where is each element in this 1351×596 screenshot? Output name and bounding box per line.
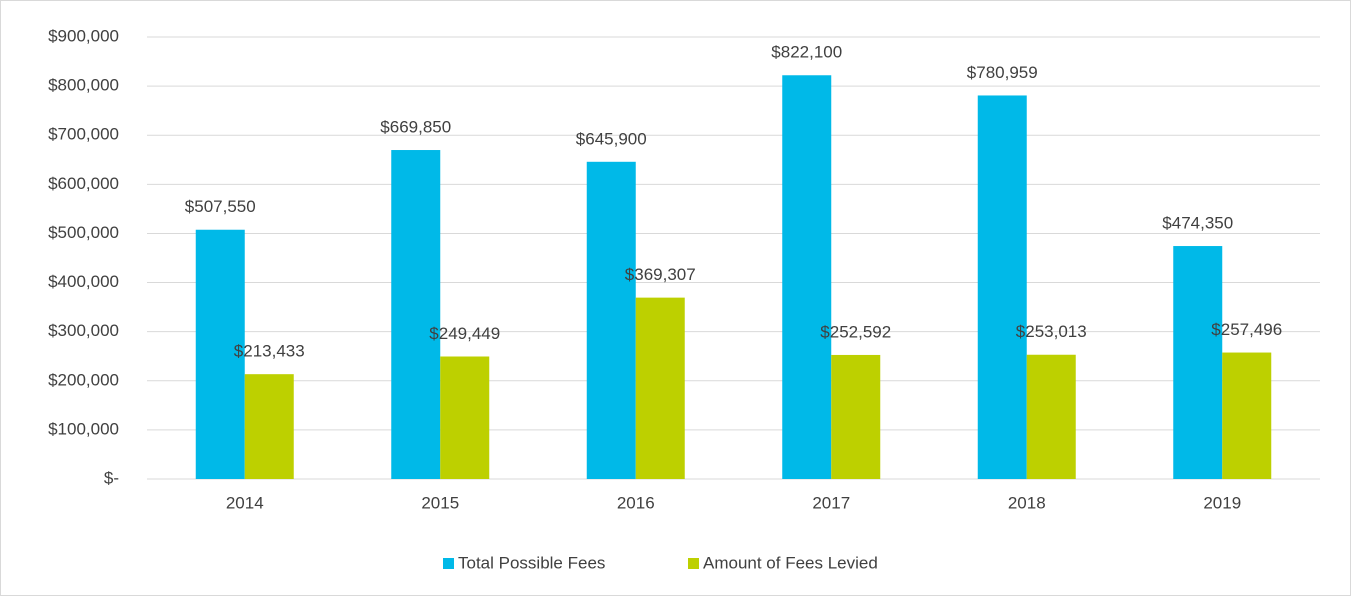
value-label: $369,307 xyxy=(625,265,696,284)
y-tick-label: $100,000 xyxy=(48,419,119,438)
value-label: $213,433 xyxy=(234,342,305,361)
x-tick-label: 2014 xyxy=(226,493,264,512)
bar xyxy=(782,75,832,479)
bar xyxy=(831,354,881,479)
legend-label: Total Possible Fees xyxy=(458,553,605,572)
y-tick-label: $800,000 xyxy=(48,76,119,95)
bar xyxy=(1222,352,1272,479)
bar xyxy=(244,374,294,479)
legend-label: Amount of Fees Levied xyxy=(703,553,878,572)
value-label: $669,850 xyxy=(380,118,451,137)
y-tick-label: $900,000 xyxy=(48,26,119,45)
bar xyxy=(586,161,636,480)
bar xyxy=(1173,246,1223,479)
x-tick-label: 2019 xyxy=(1203,493,1241,512)
x-tick-label: 2015 xyxy=(421,493,459,512)
legend-swatch xyxy=(688,558,699,569)
x-tick-label: 2018 xyxy=(1008,493,1046,512)
y-tick-label: $700,000 xyxy=(48,125,119,144)
value-label: $253,013 xyxy=(1016,322,1087,341)
y-tick-label: $400,000 xyxy=(48,272,119,291)
bar xyxy=(1026,354,1076,479)
bar xyxy=(635,297,685,479)
y-tick-label: $500,000 xyxy=(48,223,119,242)
y-tick-label: $300,000 xyxy=(48,321,119,340)
value-label: $507,550 xyxy=(185,197,256,216)
value-label: $252,592 xyxy=(820,322,891,341)
y-tick-label: $200,000 xyxy=(48,370,119,389)
bar xyxy=(977,95,1027,480)
value-label: $822,100 xyxy=(771,43,842,62)
value-label: $780,959 xyxy=(967,63,1038,82)
y-tick-label: $- xyxy=(104,468,119,487)
value-label: $645,900 xyxy=(576,129,647,148)
bar xyxy=(195,229,245,479)
bar xyxy=(391,150,441,479)
legend-swatch xyxy=(443,558,454,569)
x-tick-label: 2016 xyxy=(617,493,655,512)
bar xyxy=(440,356,490,479)
value-label: $257,496 xyxy=(1211,320,1282,339)
value-label: $249,449 xyxy=(429,324,500,343)
x-tick-label: 2017 xyxy=(812,493,850,512)
value-label: $474,350 xyxy=(1162,214,1233,233)
y-tick-label: $600,000 xyxy=(48,174,119,193)
